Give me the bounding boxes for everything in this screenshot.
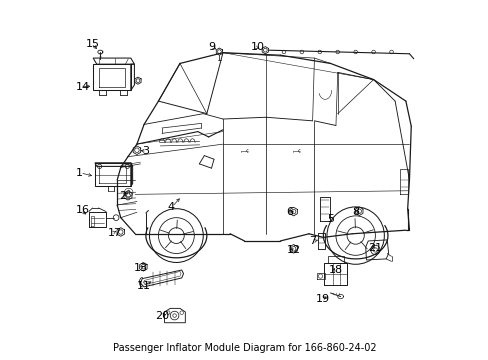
Text: 6: 6 bbox=[286, 207, 293, 217]
Text: 19: 19 bbox=[316, 294, 330, 304]
Text: 4: 4 bbox=[167, 202, 174, 212]
Text: 11: 11 bbox=[137, 281, 151, 291]
Text: 1: 1 bbox=[76, 168, 83, 178]
Text: Passenger Inflator Module Diagram for 166-860-24-02: Passenger Inflator Module Diagram for 16… bbox=[112, 343, 376, 353]
Text: 3: 3 bbox=[142, 146, 149, 156]
Text: 9: 9 bbox=[207, 42, 215, 52]
Text: 7: 7 bbox=[308, 236, 316, 246]
Text: 16: 16 bbox=[76, 206, 90, 216]
Text: 15: 15 bbox=[86, 39, 100, 49]
Text: 20: 20 bbox=[155, 311, 169, 320]
Text: 10: 10 bbox=[250, 42, 264, 52]
Text: 14: 14 bbox=[76, 82, 90, 92]
Text: 12: 12 bbox=[286, 245, 300, 255]
Text: 17: 17 bbox=[107, 228, 122, 238]
Text: 2: 2 bbox=[119, 191, 126, 201]
Text: 8: 8 bbox=[351, 207, 359, 217]
Text: 13: 13 bbox=[134, 263, 148, 273]
Text: 5: 5 bbox=[326, 215, 333, 224]
Text: 18: 18 bbox=[328, 265, 342, 275]
Text: 21: 21 bbox=[367, 243, 382, 253]
